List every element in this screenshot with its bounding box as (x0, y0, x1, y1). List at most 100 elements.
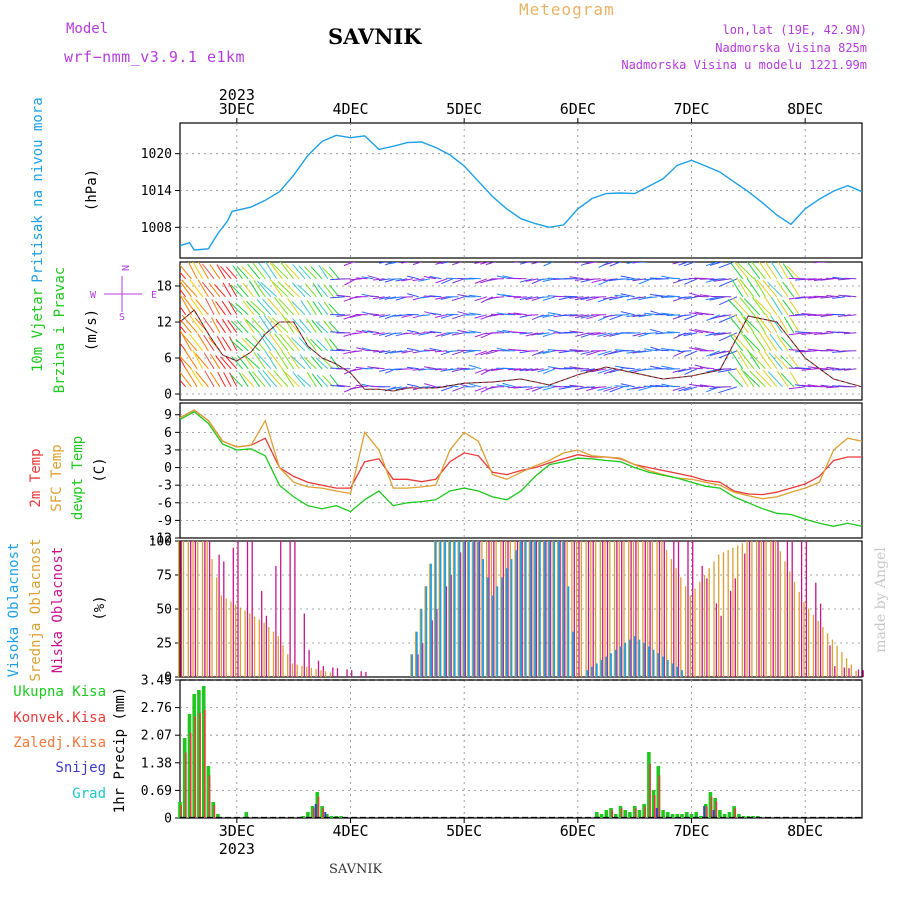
wind-barb (709, 262, 724, 266)
wind-barb (496, 293, 510, 298)
wind-barb (826, 348, 840, 352)
wind-barb (287, 351, 300, 370)
precip-snow-bar (655, 808, 658, 818)
precip-total-bar (216, 814, 220, 818)
wind-barb (603, 386, 618, 392)
precip-total-bar (192, 694, 196, 818)
y-tick-label: 50 (156, 603, 172, 618)
wind-barb (252, 371, 266, 388)
wind-barb (457, 260, 470, 261)
precip-total-bar (642, 804, 646, 818)
wind-barb (585, 332, 601, 334)
y-tick-label: 12 (156, 316, 172, 331)
wind-barb (281, 350, 295, 370)
wind-barb (597, 332, 613, 337)
wind-barb (343, 262, 355, 267)
wind-barb (496, 330, 510, 334)
wind-barb (317, 284, 329, 298)
wind-barb (328, 321, 340, 334)
wind-barb (423, 331, 436, 334)
wind-barb (826, 386, 840, 389)
wind-barb (323, 284, 334, 298)
y-tick-label: 1008 (141, 221, 172, 236)
wind-barb (713, 350, 732, 355)
wind-barb (361, 276, 374, 280)
wind-barb (770, 262, 783, 280)
wind-barb (180, 288, 187, 298)
precip-total-bar (306, 812, 310, 818)
wind-barb (677, 332, 692, 336)
wind-barb (650, 329, 664, 334)
wind-barb (362, 259, 374, 261)
wind-barb (204, 370, 215, 388)
wind-barb (770, 296, 783, 316)
wind-barb (747, 349, 761, 370)
wind-barb (485, 314, 499, 318)
precip-total-bar (182, 738, 187, 818)
wind-barb (672, 368, 686, 373)
wind-barb (257, 280, 272, 298)
wind-barb (180, 325, 187, 334)
wind-barb (349, 386, 362, 390)
precip-conv-bar (658, 775, 661, 818)
wind-barb (406, 347, 419, 352)
y-tick-label: 0.69 (141, 784, 172, 799)
wind-barb (278, 298, 295, 316)
wind-barb (322, 267, 334, 280)
wind-barb (418, 278, 431, 282)
wind-barb (801, 313, 817, 316)
wind-barb (230, 374, 243, 388)
wind-barb (832, 260, 845, 261)
wind-barb (764, 332, 778, 352)
wind-barb (356, 347, 368, 352)
temp-axis-title-1: 2m Temp (28, 448, 44, 507)
top-day-label: 4DEC (332, 100, 368, 118)
compass-n: N (119, 265, 130, 271)
wind-barb (730, 350, 744, 370)
wind-barb (525, 278, 539, 282)
wind-barb (620, 383, 635, 388)
wind-barb (306, 318, 317, 334)
wind-barb (180, 271, 187, 280)
precip-total-bar (732, 806, 736, 818)
wind-barb (826, 259, 839, 261)
y-tick-label: 0 (164, 461, 172, 476)
panel-temperature: -12 -9 -6 -3 0 3 6 9 (149, 402, 863, 547)
panel-wind: 0 6 12 18 (156, 259, 863, 403)
wind-barb (820, 314, 834, 318)
wind-barb (525, 368, 539, 372)
wind-barb (401, 368, 414, 370)
y-tick-label: 0 (164, 812, 172, 827)
wind-barb (198, 262, 209, 280)
y-tick-label: 18 (156, 280, 172, 295)
pressure-frame (179, 122, 863, 259)
wind-barb (780, 355, 795, 370)
wind-barb (245, 319, 260, 334)
wind-barb (537, 368, 550, 373)
wind-barb (418, 314, 431, 317)
y-tick-label: 2.76 (141, 701, 172, 716)
wind-barb (591, 368, 607, 373)
wind-barb (435, 278, 448, 284)
wind-barb (672, 386, 686, 391)
wind-barb (832, 276, 846, 280)
wind-barb (452, 314, 465, 320)
wind-barb (776, 370, 789, 388)
wind-barb (756, 279, 772, 298)
wind-barb (336, 294, 351, 298)
wind-barb (699, 330, 715, 334)
wind-barb (758, 331, 772, 352)
precip-total-bar (613, 814, 618, 818)
wind-barb (210, 317, 221, 334)
wind-barb (412, 278, 425, 282)
wind-barb (525, 296, 539, 301)
wind-barb (597, 368, 613, 374)
wind-barb (284, 371, 300, 388)
top-day-label: 8DEC (787, 100, 823, 118)
wind-barb (767, 281, 783, 298)
wind-barb (321, 357, 334, 370)
wind-barb (502, 382, 516, 388)
wind-barb (384, 350, 397, 355)
footer-station: SAVNIK (329, 862, 383, 877)
wind-barb (297, 284, 312, 298)
